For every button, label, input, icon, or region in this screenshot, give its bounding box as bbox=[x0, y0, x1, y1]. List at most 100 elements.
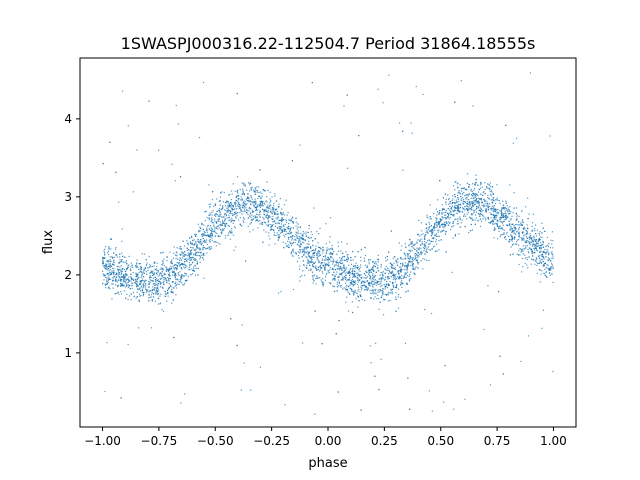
scatter-point bbox=[504, 215, 506, 217]
scatter-point bbox=[266, 224, 268, 226]
scatter-point bbox=[188, 254, 190, 256]
scatter-point bbox=[246, 212, 248, 214]
scatter-point bbox=[282, 211, 284, 214]
scatter-point bbox=[468, 194, 470, 196]
scatter-point bbox=[385, 284, 388, 286]
scatter-point bbox=[534, 263, 536, 265]
scatter-point bbox=[189, 241, 191, 243]
scatter-point bbox=[484, 192, 486, 195]
scatter-point bbox=[414, 268, 416, 271]
scatter-point bbox=[484, 200, 486, 203]
scatter-point bbox=[354, 264, 356, 267]
scatter-point bbox=[340, 267, 342, 270]
scatter-point bbox=[153, 288, 155, 290]
scatter-point bbox=[424, 234, 426, 236]
scatter-point bbox=[441, 212, 443, 214]
scatter-point bbox=[402, 277, 404, 279]
scatter-point bbox=[390, 289, 392, 291]
scatter-point bbox=[497, 238, 499, 240]
scatter-point bbox=[390, 276, 392, 278]
scatter-point bbox=[495, 228, 497, 230]
scatter-point bbox=[451, 226, 453, 228]
scatter-point bbox=[458, 203, 460, 206]
scatter-point bbox=[392, 284, 394, 287]
scatter-point bbox=[333, 286, 336, 288]
scatter-point bbox=[519, 254, 521, 256]
scatter-point bbox=[488, 222, 490, 224]
scatter-point bbox=[496, 219, 499, 221]
scatter-point bbox=[419, 239, 421, 241]
scatter-point bbox=[291, 242, 293, 245]
scatter-point bbox=[248, 197, 250, 199]
scatter-point bbox=[194, 274, 197, 276]
scatter-point bbox=[234, 208, 236, 210]
scatter-point bbox=[539, 248, 541, 250]
scatter-point bbox=[119, 261, 121, 263]
scatter-point bbox=[332, 261, 335, 263]
scatter-point bbox=[227, 234, 229, 236]
scatter-point bbox=[163, 283, 165, 286]
scatter-point bbox=[430, 312, 433, 315]
scatter-point bbox=[219, 196, 222, 198]
scatter-point bbox=[272, 209, 274, 211]
scatter-point bbox=[443, 229, 445, 232]
scatter-point bbox=[110, 248, 112, 250]
scatter-point bbox=[531, 252, 533, 254]
scatter-point bbox=[481, 204, 483, 207]
scatter-point bbox=[368, 281, 371, 284]
scatter-point bbox=[203, 252, 205, 254]
scatter-point bbox=[144, 287, 147, 289]
scatter-point bbox=[502, 213, 504, 216]
scatter-point bbox=[306, 264, 308, 267]
scatter-point bbox=[416, 256, 418, 259]
scatter-point bbox=[467, 208, 469, 210]
scatter-point bbox=[506, 233, 508, 235]
scatter-point bbox=[135, 283, 138, 286]
scatter-point bbox=[436, 225, 438, 227]
scatter-point bbox=[141, 274, 143, 276]
scatter-point bbox=[166, 268, 168, 270]
scatter-point bbox=[120, 265, 122, 267]
scatter-point bbox=[191, 243, 193, 246]
scatter-point bbox=[139, 280, 141, 282]
scatter-point bbox=[434, 235, 436, 237]
scatter-point bbox=[430, 225, 432, 227]
scatter-point bbox=[410, 243, 412, 245]
scatter-point bbox=[424, 244, 427, 247]
scatter-point bbox=[316, 256, 318, 259]
scatter-point bbox=[110, 271, 112, 273]
scatter-point bbox=[381, 295, 383, 297]
scatter-point bbox=[542, 260, 544, 263]
scatter-point bbox=[184, 264, 186, 266]
scatter-point bbox=[259, 203, 261, 205]
scatter-point bbox=[505, 202, 507, 204]
scatter-point bbox=[273, 231, 276, 233]
scatter-point bbox=[516, 214, 518, 216]
scatter-point bbox=[548, 258, 551, 260]
scatter-point bbox=[206, 231, 208, 233]
scatter-point bbox=[194, 234, 196, 237]
scatter-point bbox=[238, 207, 241, 209]
scatter-point bbox=[456, 209, 458, 212]
scatter-point bbox=[175, 104, 177, 107]
scatter-point bbox=[454, 181, 456, 183]
scatter-point bbox=[387, 276, 389, 278]
scatter-point bbox=[411, 258, 414, 261]
scatter-point bbox=[337, 268, 339, 270]
scatter-point bbox=[382, 275, 384, 277]
scatter-point bbox=[506, 217, 508, 219]
scatter-point bbox=[133, 295, 135, 297]
scatter-point bbox=[377, 88, 379, 90]
scatter-point bbox=[300, 243, 302, 246]
scatter-point bbox=[338, 267, 340, 270]
scatter-point bbox=[370, 282, 372, 284]
scatter-point bbox=[400, 249, 402, 251]
scatter-point bbox=[109, 274, 111, 276]
scatter-point bbox=[229, 211, 231, 213]
scatter-point bbox=[149, 271, 151, 274]
scatter-point bbox=[422, 233, 424, 235]
scatter-point bbox=[239, 207, 242, 209]
scatter-point bbox=[417, 248, 419, 250]
scatter-point bbox=[411, 132, 413, 134]
scatter-point bbox=[493, 211, 495, 213]
